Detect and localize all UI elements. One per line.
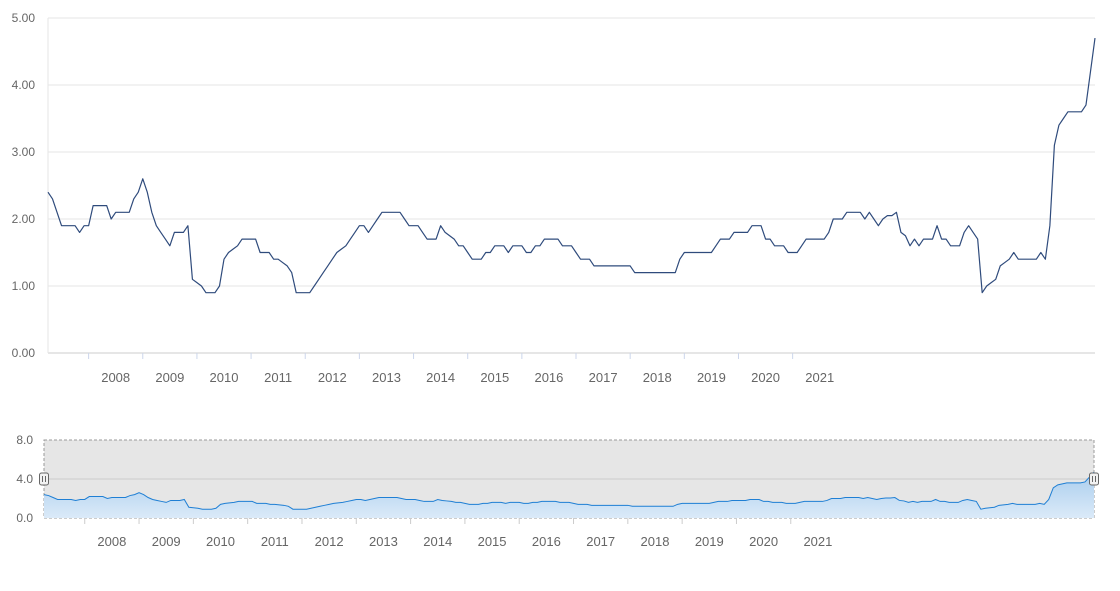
x-tick-label: 2017 (589, 370, 618, 385)
navigator-x-tick-label: 2017 (586, 534, 615, 549)
navigator-y-tick-label: 4.0 (16, 472, 33, 486)
x-tick-label: 2018 (643, 370, 672, 385)
navigator-x-tick-label: 2021 (803, 534, 832, 549)
navigator-handle-right[interactable] (1089, 472, 1099, 486)
navigator-y-tick-label: 8.0 (16, 433, 33, 447)
x-tick-label: 2011 (264, 370, 292, 385)
navigator-handle-right-grip[interactable] (1089, 472, 1099, 486)
main-plot-area (47, 38, 1096, 294)
navigator-handle-left[interactable] (39, 472, 49, 486)
navigator-x-tick-label: 2010 (206, 534, 235, 549)
x-tick-label: 2008 (101, 370, 130, 385)
x-tick-label: 2012 (318, 370, 347, 385)
x-tick-label: 2013 (372, 370, 401, 385)
navigator-x-axis: 2008 2009 2010 2011 2012 2013 2014 2015 2016 2017… (84, 518, 832, 549)
navigator-handle-left-grip[interactable] (39, 472, 49, 486)
main-grid (47, 17, 1095, 354)
navigator-x-tick-label: 2009 (152, 534, 181, 549)
x-tick-label: 2016 (534, 370, 563, 385)
x-tick-label: 2019 (697, 370, 726, 385)
x-tick-label: 2010 (210, 370, 239, 385)
main-x-axis: 2008 2009 2010 2011 2012 2013 2014 2015 2016 2017… (88, 353, 834, 385)
navigator-plot-area (43, 439, 1095, 519)
x-tick-label: 2009 (155, 370, 184, 385)
navigator-y-axis: 0.0 4.0 8.0 (16, 433, 33, 525)
navigator-x-tick-label: 2008 (97, 534, 126, 549)
main-y-axis: 0.00 1.00 2.00 3.00 4.00 5.00 (12, 11, 36, 360)
navigator[interactable]: 0.04.08.0 2008 2009 2010 2011 2012 2013 2014 20… (16, 433, 1099, 549)
y-tick-label: 3.00 (12, 145, 36, 159)
navigator-series-line (43, 471, 1095, 510)
y-tick-label: 4.00 (12, 78, 36, 92)
navigator-x-tick-label: 2019 (695, 534, 724, 549)
navigator-x-tick-label: 2012 (315, 534, 344, 549)
x-tick-label: 2021 (805, 370, 834, 385)
y-tick-label: 2.00 (12, 212, 36, 226)
x-tick-label: 2015 (480, 370, 509, 385)
navigator-x-tick-label: 2011 (261, 534, 289, 549)
navigator-x-tick-label: 2013 (369, 534, 398, 549)
navigator-x-tick-label: 2016 (532, 534, 561, 549)
navigator-x-tick-label: 2020 (749, 534, 778, 549)
y-tick-label: 5.00 (12, 11, 36, 25)
navigator-x-tick-label: 2015 (478, 534, 507, 549)
navigator-handles[interactable] (39, 472, 1099, 486)
y-tick-label: 0.00 (12, 346, 36, 360)
y-tick-label: 1.00 (12, 279, 36, 293)
navigator-y-tick-label: 0.0 (16, 511, 33, 525)
navigator-series-area (44, 472, 1094, 518)
navigator-x-tick-label: 2014 (423, 534, 452, 549)
x-tick-label: 2014 (426, 370, 455, 385)
x-tick-label: 2020 (751, 370, 780, 385)
navigator-x-tick-label: 2018 (641, 534, 670, 549)
series-line (47, 38, 1096, 294)
